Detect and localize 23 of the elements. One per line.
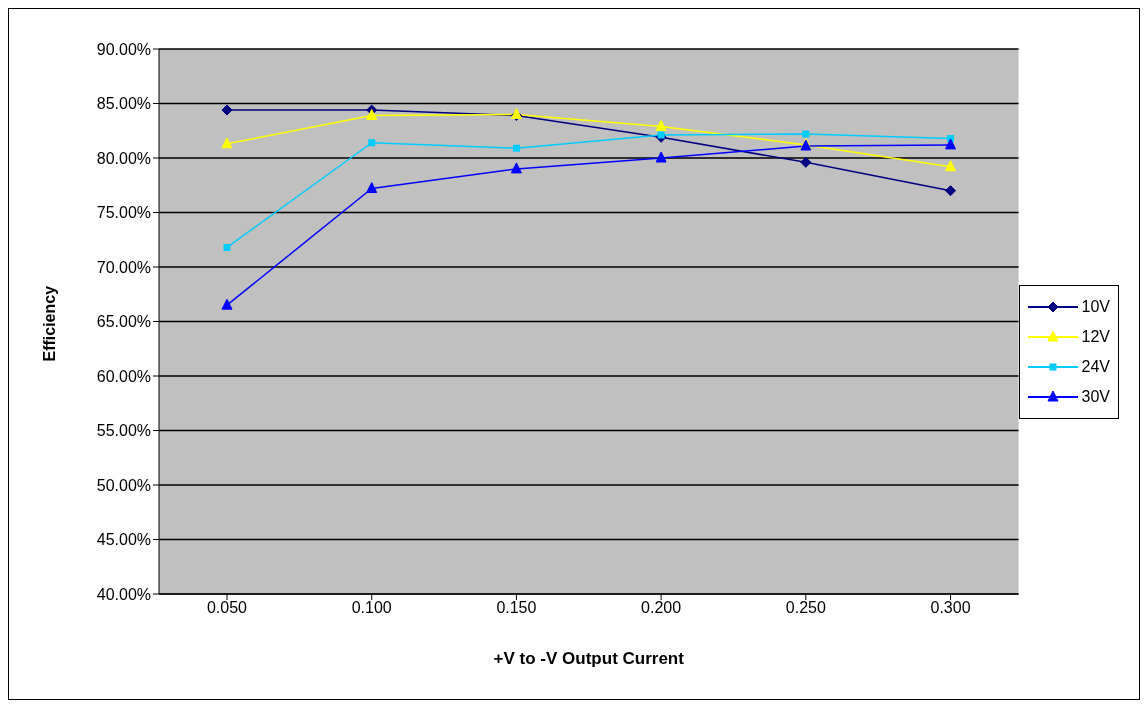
y-axis-title: Efficiency — [40, 285, 58, 362]
x-tick-label: 0.300 — [930, 599, 971, 617]
x-tick-label: 0.050 — [206, 599, 248, 617]
y-tick-label: 50.00% — [96, 476, 151, 494]
y-tick-label: 80.00% — [96, 149, 151, 167]
y-tick-label: 65.00% — [96, 313, 151, 331]
x-axis-title: +V to -V Output Current — [493, 649, 685, 668]
legend-label: 24V — [1081, 357, 1110, 376]
y-tick-label: 60.00% — [96, 367, 151, 385]
x-tick-label: 0.200 — [641, 599, 682, 617]
y-tick-label: 75.00% — [96, 204, 151, 222]
y-tick-label: 70.00% — [96, 258, 151, 276]
y-tick-label: 45.00% — [96, 531, 151, 549]
x-tick-label: 0.150 — [496, 599, 537, 617]
legend-label: 30V — [1081, 387, 1110, 406]
legend-label: 10V — [1081, 297, 1110, 316]
x-tick-label: 0.100 — [351, 599, 392, 617]
x-tick-label: 0.250 — [785, 599, 826, 617]
y-tick-label: 85.00% — [96, 95, 151, 113]
legend-label: 12V — [1081, 327, 1110, 346]
y-tick-label: 90.00% — [96, 40, 151, 58]
y-tick-label: 40.00% — [96, 585, 151, 603]
y-tick-label: 55.00% — [96, 422, 151, 440]
